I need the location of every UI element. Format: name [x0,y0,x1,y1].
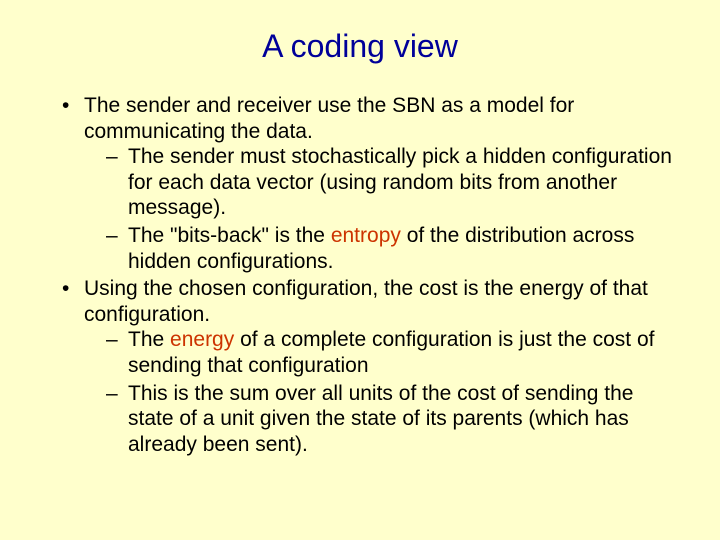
highlight-word-entropy: entropy [331,224,401,247]
bullet-text: Using the chosen configuration, the cost… [84,277,648,326]
bullet-list-level2: The sender must stochastically pick a hi… [106,144,680,274]
bullet-list-level1: The sender and receiver use the SBN as a… [60,93,680,458]
sub-bullet-text-pre: The [128,328,170,351]
sub-bullet-text: The sender must stochastically pick a hi… [128,145,672,219]
sub-bullet-item: The "bits-back" is the entropy of the di… [106,223,680,274]
sub-bullet-item: This is the sum over all units of the co… [106,381,680,458]
sub-bullet-item: The energy of a complete configuration i… [106,327,680,378]
sub-bullet-text: This is the sum over all units of the co… [128,382,633,456]
slide-container: A coding view The sender and receiver us… [0,0,720,540]
bullet-item: Using the chosen configuration, the cost… [60,276,680,457]
bullet-text: The sender and receiver use the SBN as a… [84,94,574,143]
highlight-word-energy: energy [170,328,234,351]
bullet-list-level2: The energy of a complete configuration i… [106,327,680,457]
slide-title: A coding view [40,28,680,65]
bullet-item: The sender and receiver use the SBN as a… [60,93,680,274]
sub-bullet-text-pre: The "bits-back" is the [128,224,331,247]
sub-bullet-item: The sender must stochastically pick a hi… [106,144,680,221]
